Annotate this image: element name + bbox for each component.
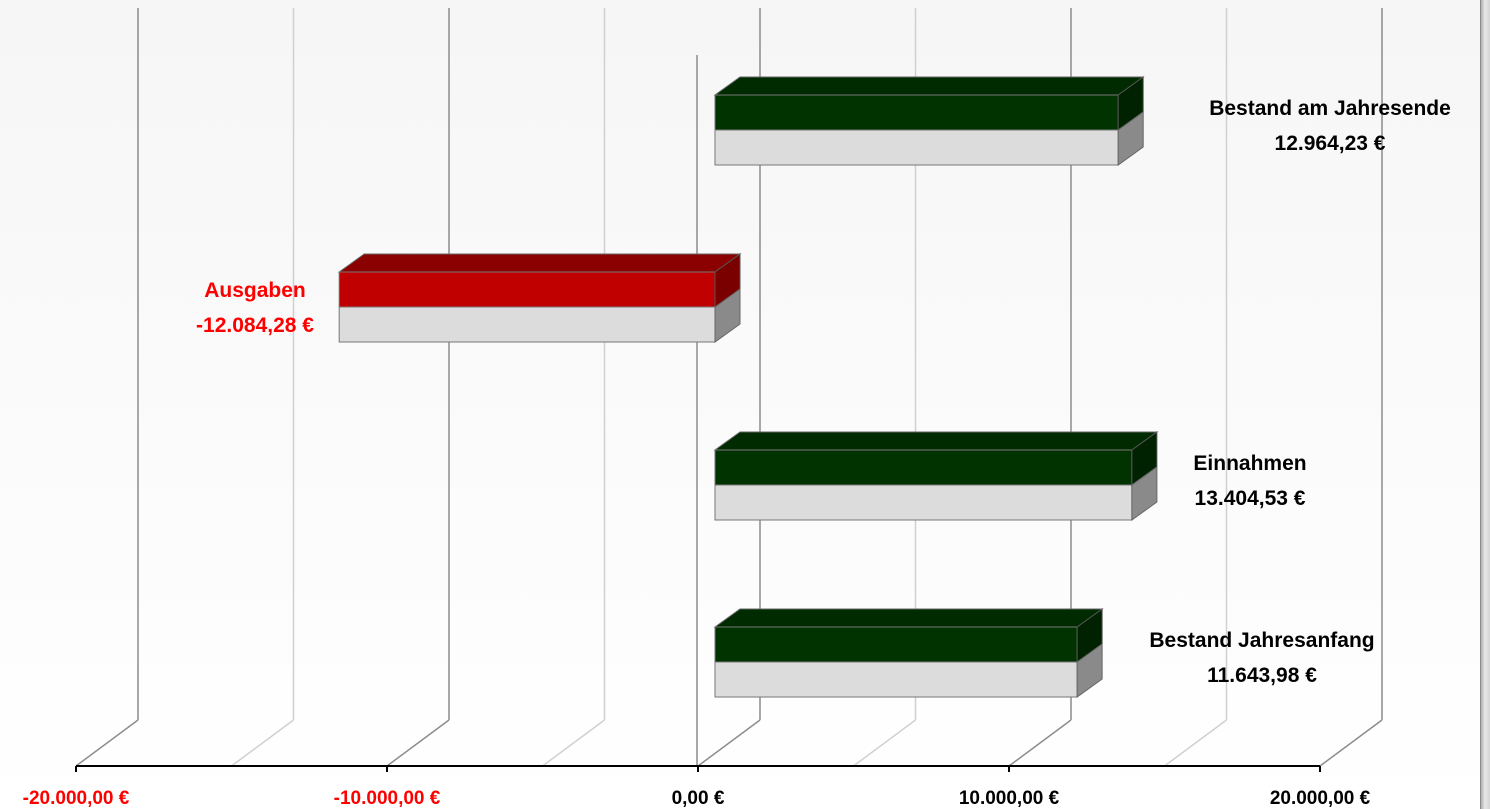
bar-top-face <box>713 608 1104 628</box>
bar-side-lower <box>1076 643 1103 698</box>
bar <box>713 76 1145 166</box>
gridline-floor <box>1008 719 1072 767</box>
bar-front-upper <box>714 449 1133 486</box>
bar-top-face <box>713 431 1159 451</box>
x-tick-label: -10.000,00 € <box>334 788 441 809</box>
gridline-floor <box>386 719 450 767</box>
gridline-floor <box>75 719 139 767</box>
gridline-floor <box>231 719 294 767</box>
x-axis: -20.000,00 € -10.000,00 € 0,00 € 10.000,00 … <box>23 765 1371 809</box>
bar-front-lower <box>714 484 1133 521</box>
bar-side-lower <box>1131 466 1158 521</box>
scrollbar-edge <box>1480 0 1490 809</box>
bar <box>713 608 1104 698</box>
gridline-floor <box>697 719 761 767</box>
category-label: Bestand Jahresanfang <box>1149 629 1374 652</box>
value-label: 11.643,98 € <box>1207 664 1317 687</box>
bar-front-upper <box>714 94 1119 131</box>
category-label: Ausgaben <box>204 279 306 302</box>
bars <box>337 76 1159 698</box>
bar-side-lower <box>714 288 741 343</box>
x-tick-label: 20.000,00 € <box>1270 788 1371 809</box>
gridline-floor <box>1164 719 1227 767</box>
value-label: -12.084,28 € <box>196 314 314 337</box>
bar-side-lower <box>1117 111 1144 166</box>
bar <box>713 431 1159 521</box>
bar-top-face <box>713 76 1145 96</box>
bar-front-lower <box>714 661 1078 698</box>
bar-front-lower <box>338 306 716 343</box>
bar-top-face <box>337 253 742 273</box>
bar-front-upper <box>714 626 1078 663</box>
bar-front-upper <box>338 271 716 308</box>
x-tick-label: 0,00 € <box>672 788 725 809</box>
x-tick-label: -20.000,00 € <box>23 788 130 809</box>
bar-labels: Bestand am Jahresende 12.964,23 € Ausgaben… <box>196 97 1451 687</box>
value-label: 12.964,23 € <box>1275 132 1386 155</box>
category-label: Bestand am Jahresende <box>1209 97 1451 120</box>
gridline-floor <box>542 719 605 767</box>
value-label: 13.404,53 € <box>1195 487 1306 510</box>
category-label: Einnahmen <box>1193 452 1306 475</box>
gridline-floor <box>853 719 916 767</box>
gridline-floor <box>1319 719 1383 767</box>
bar <box>337 253 742 343</box>
bar-front-lower <box>714 129 1119 166</box>
x-tick-label: 10.000,00 € <box>959 788 1060 809</box>
